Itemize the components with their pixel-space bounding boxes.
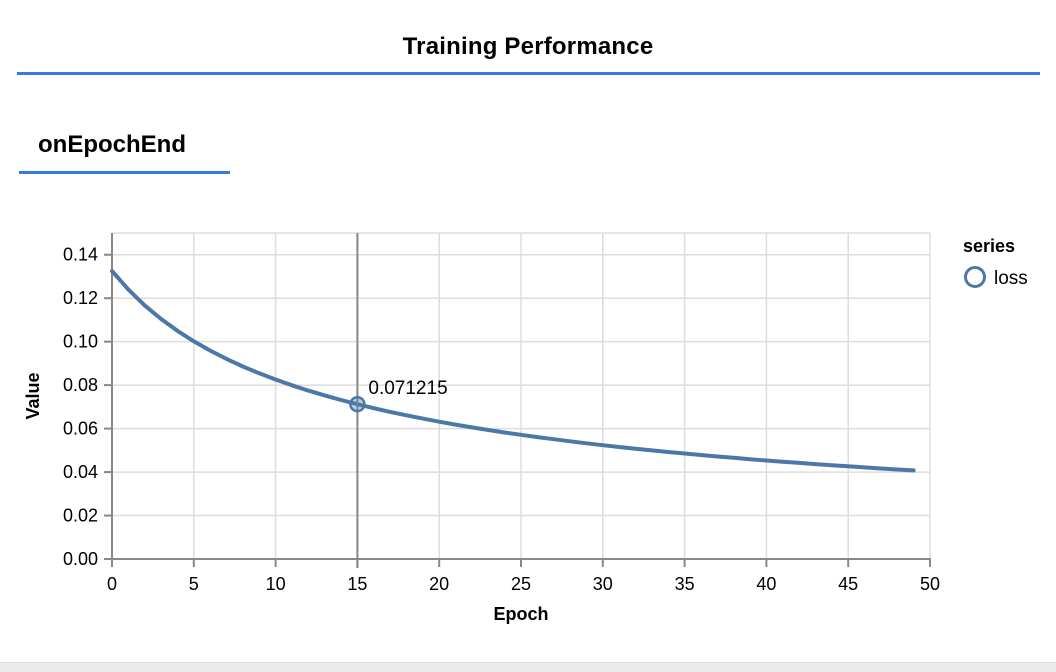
x-tick-label: 5 — [189, 574, 199, 594]
plot-area[interactable] — [112, 233, 930, 559]
x-tick-label: 15 — [347, 574, 367, 594]
y-tick-label: 0.06 — [63, 419, 98, 439]
x-tick-label: 35 — [675, 574, 695, 594]
y-tick-label: 0.12 — [63, 288, 98, 308]
x-tick-label: 20 — [429, 574, 449, 594]
y-tick-label: 0.08 — [63, 375, 98, 395]
legend-loss-label: loss — [994, 268, 1028, 289]
hover-point[interactable] — [349, 395, 366, 413]
legend-loss-marker-icon — [964, 266, 986, 288]
y-axis-title: Value — [23, 372, 43, 419]
legend-title: series — [963, 236, 1015, 256]
x-tick-label: 50 — [920, 574, 940, 594]
y-tick-label: 0.02 — [63, 506, 98, 526]
x-tick-label: 45 — [838, 574, 858, 594]
y-tick-label: 0.04 — [63, 462, 98, 482]
x-axis-title: Epoch — [493, 604, 548, 624]
footer-strip — [0, 662, 1056, 672]
section-title-onEpochEnd: onEpochEnd — [38, 131, 186, 158]
x-tick-label: 30 — [593, 574, 613, 594]
y-tick-label: 0.00 — [63, 549, 98, 569]
section-divider — [19, 171, 230, 174]
x-tick-label: 0 — [107, 574, 117, 594]
x-tick-label: 10 — [266, 574, 286, 594]
loss-series-line — [110, 269, 916, 473]
page-title: Training Performance — [402, 33, 654, 60]
header-divider — [17, 72, 1040, 75]
tooltip-value: 0.071215 — [368, 378, 447, 399]
x-tick-label: 40 — [756, 574, 776, 594]
x-tick-label: 25 — [511, 574, 531, 594]
y-tick-label: 0.10 — [63, 332, 98, 352]
y-tick-label: 0.14 — [63, 245, 98, 265]
